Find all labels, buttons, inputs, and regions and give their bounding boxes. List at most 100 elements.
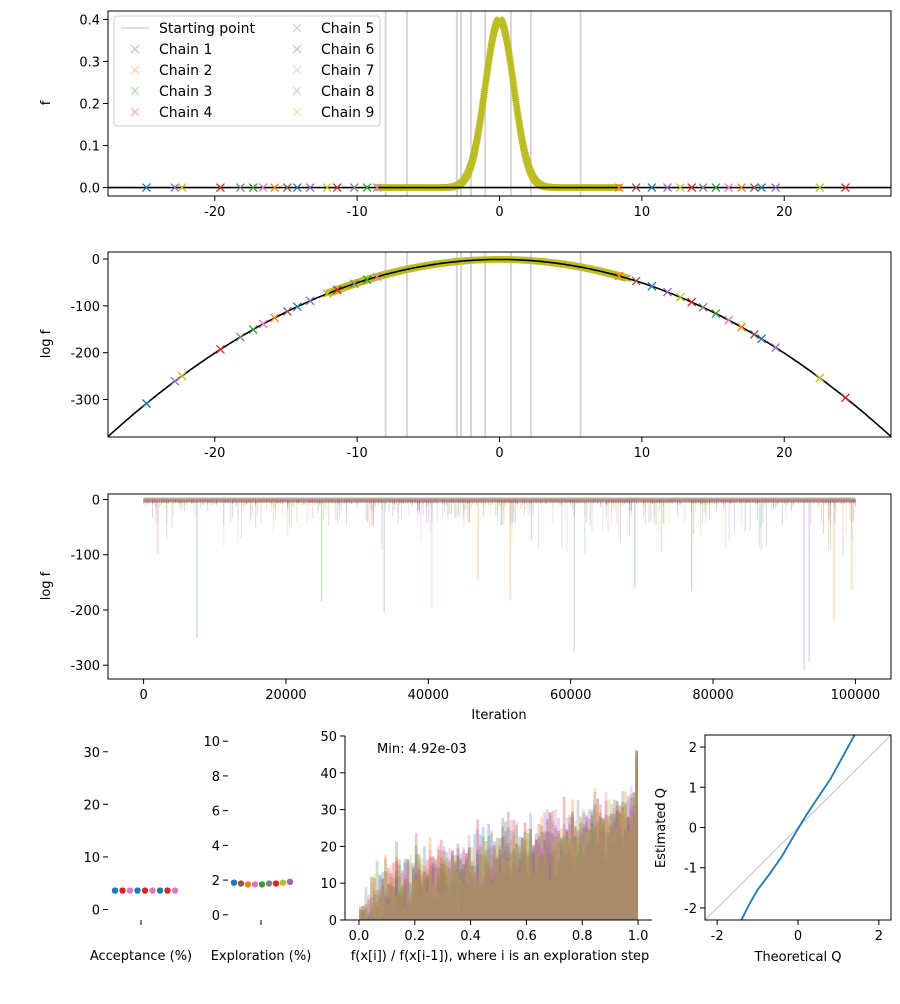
exploration-label: Exploration (%) [211, 949, 312, 964]
legend-chain-label: Chain 3 [159, 84, 212, 100]
trace-y-ticks: 0 -100 -200 -300 [70, 494, 108, 674]
legend-chain-label: Chain 5 [321, 21, 374, 37]
sample-marker [687, 183, 697, 193]
y-tick-label: 0.0 [79, 182, 100, 197]
sample-marker [815, 183, 825, 193]
x-tick-label: 0.6 [516, 929, 537, 944]
sample-marker [177, 183, 187, 193]
exploration-point [230, 879, 238, 886]
sample-marker [756, 183, 766, 193]
y-tick-label: 2 [212, 874, 220, 889]
sample-marker [698, 302, 708, 312]
ratio-y-ticks: 0 10 20 30 40 50 [320, 730, 345, 929]
sample-marker [177, 371, 187, 381]
histogram-chain-3 [359, 752, 638, 920]
exploration-point [279, 879, 287, 886]
histogram-chain-9 [359, 756, 638, 920]
sample-marker [216, 344, 225, 354]
y-tick-label: 40 [320, 767, 337, 782]
y-tick-label: -1 [684, 862, 697, 877]
y-tick-label: -300 [70, 394, 100, 409]
sample-marker [141, 399, 151, 408]
sample-marker [362, 183, 372, 193]
log-density-markers [141, 271, 850, 408]
log-density-y-ticks: 0 -100 -200 -300 [70, 253, 108, 409]
exploration-point [265, 880, 273, 887]
x-tick-label: 100000 [831, 688, 881, 703]
x-tick-label: 0.8 [572, 929, 593, 944]
sample-marker [235, 183, 245, 193]
histogram-chain-6 [359, 750, 638, 920]
x-tick-label: 0.2 [404, 929, 425, 944]
y-tick-label: 10 [203, 735, 220, 750]
sample-marker [292, 44, 302, 54]
y-tick-label: 4 [212, 839, 220, 854]
y-tick-label: 0.4 [79, 13, 100, 28]
sample-marker [292, 107, 302, 117]
sample-marker [248, 183, 258, 193]
x-tick-label: 10 [634, 205, 651, 220]
sample-marker [771, 183, 781, 193]
log-density-panel: -20 -10 0 10 20 0-100-200-300 log f [39, 251, 892, 461]
x-tick-label: 1.0 [628, 929, 649, 944]
log-density-curve [108, 258, 891, 437]
exploration-point [251, 881, 259, 888]
y-tick-label: 10 [83, 851, 100, 866]
sample-marker [130, 44, 140, 54]
trace-y-label: log f [39, 571, 54, 600]
ratio-x-label: f(x[i]) / f(x[i-1]), where i is an explo… [351, 949, 650, 964]
y-tick-label: 6 [212, 805, 220, 820]
sample-marker [647, 281, 657, 291]
x-tick-label: 0 [495, 205, 503, 220]
sample-marker [305, 183, 315, 193]
legend-chain-label: Chain 1 [159, 42, 212, 58]
trace-x-ticks: 0 20000 40000 60000 80000 100000 [139, 679, 880, 703]
y-tick-label: 2 [689, 741, 697, 756]
histogram-chain-2 [359, 756, 638, 920]
x-tick-label: 2 [875, 929, 883, 944]
y-tick-label: -200 [70, 347, 100, 362]
ratio-histogram-panel: 0.0 0.2 0.4 0.6 0.8 1.0 0 10 20 30 40 50 Min: 4.92… [320, 730, 652, 964]
x-tick-label: -10 [347, 446, 368, 461]
y-tick-label: 0.1 [79, 140, 100, 155]
sample-marker [737, 322, 746, 332]
sample-marker [362, 275, 372, 285]
x-tick-label: 20000 [265, 688, 306, 703]
x-tick-label: 40000 [408, 688, 449, 703]
sample-marker [614, 183, 624, 193]
log-starting-point-lines [384, 252, 582, 437]
ratio-min-annotation: Min: 4.92e-03 [377, 742, 467, 757]
exploration-points [230, 878, 294, 888]
x-tick-label: 0 [139, 688, 147, 703]
acceptance-point [111, 887, 119, 894]
sample-marker [130, 65, 140, 75]
sample-marker [749, 330, 759, 339]
y-tick-label: 0 [92, 494, 100, 509]
y-tick-label: 50 [320, 730, 337, 745]
density-x-ticks: -20 -10 0 10 20 [204, 196, 793, 220]
sample-marker [170, 376, 180, 386]
sample-marker [141, 183, 151, 193]
sample-marker [687, 297, 697, 307]
y-tick-label: 30 [83, 746, 100, 761]
sample-marker [737, 183, 746, 193]
y-tick-label: 0 [212, 909, 220, 924]
sample-marker [322, 183, 332, 193]
sample-marker [235, 332, 245, 342]
density-y-ticks: 0.0 0.1 0.2 0.3 0.4 [79, 13, 108, 197]
acceptance-point [134, 887, 141, 894]
legend-chain-label: Chain 4 [159, 105, 212, 121]
sample-marker [815, 373, 825, 383]
sample-marker [840, 393, 850, 403]
sample-marker [258, 183, 268, 193]
log-density-x-ticks: -20 -10 0 10 20 [204, 437, 793, 461]
trace-panel: 0 20000 40000 60000 80000 100000 0 -100 -200 -30… [39, 493, 892, 723]
sample-marker [270, 313, 280, 323]
sample-marker [322, 289, 332, 299]
y-tick-label: 8 [212, 770, 220, 785]
sample-marker [724, 183, 734, 193]
sample-marker [248, 325, 258, 335]
trace-lines [143, 497, 856, 671]
exploration-y-ticks: 0 2 4 6 8 10 [203, 735, 228, 924]
